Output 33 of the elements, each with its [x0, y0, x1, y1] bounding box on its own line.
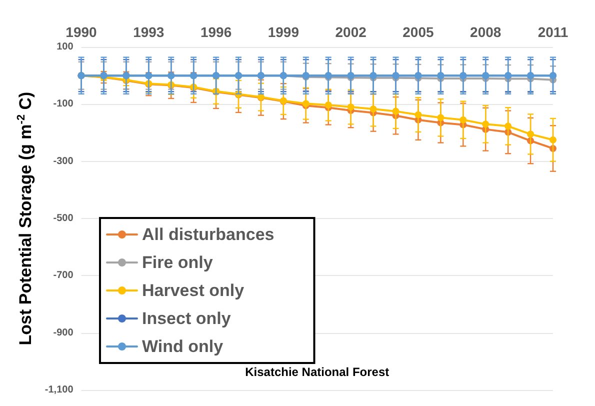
point — [324, 102, 332, 109]
x-tick-label: 2002 — [335, 24, 367, 40]
point — [392, 108, 400, 115]
x-tick-label: 1993 — [133, 24, 164, 40]
legend-label: Wind only — [142, 337, 224, 356]
point — [370, 106, 377, 113]
point — [460, 116, 467, 124]
point — [437, 114, 444, 122]
point — [347, 104, 354, 111]
point — [414, 111, 422, 118]
point — [550, 136, 556, 144]
y-tick-label: -900 — [53, 327, 74, 338]
y-tick-label: -500 — [53, 213, 74, 224]
legend-label: Harvest only — [142, 281, 245, 300]
x-tick-label: 1990 — [66, 24, 98, 40]
y-axis-title: Lost Potential Storage (g m-2 C) — [16, 92, 35, 346]
point — [504, 122, 512, 130]
legend-label: Fire only — [142, 253, 214, 272]
y-tick-label: 100 — [56, 42, 74, 52]
legend-label: All disturbances — [142, 225, 274, 244]
x-axis-title: Kisatchie National Forest — [245, 365, 390, 379]
y-tick-label: -700 — [53, 270, 74, 282]
x-tick-label: 1996 — [200, 24, 232, 40]
y-tick-label: -1,100 — [44, 384, 74, 396]
x-tick-label: 1999 — [268, 24, 300, 40]
point — [527, 130, 534, 138]
y-tick-label: -100 — [53, 98, 74, 110]
x-tick-label: 2005 — [402, 24, 434, 40]
y-tick-label: -300 — [53, 156, 74, 167]
legend-label: Insect only — [142, 309, 232, 328]
x-tick-label: 2008 — [470, 24, 502, 40]
point — [482, 120, 490, 128]
x-tick-label: 2011 — [538, 24, 568, 40]
